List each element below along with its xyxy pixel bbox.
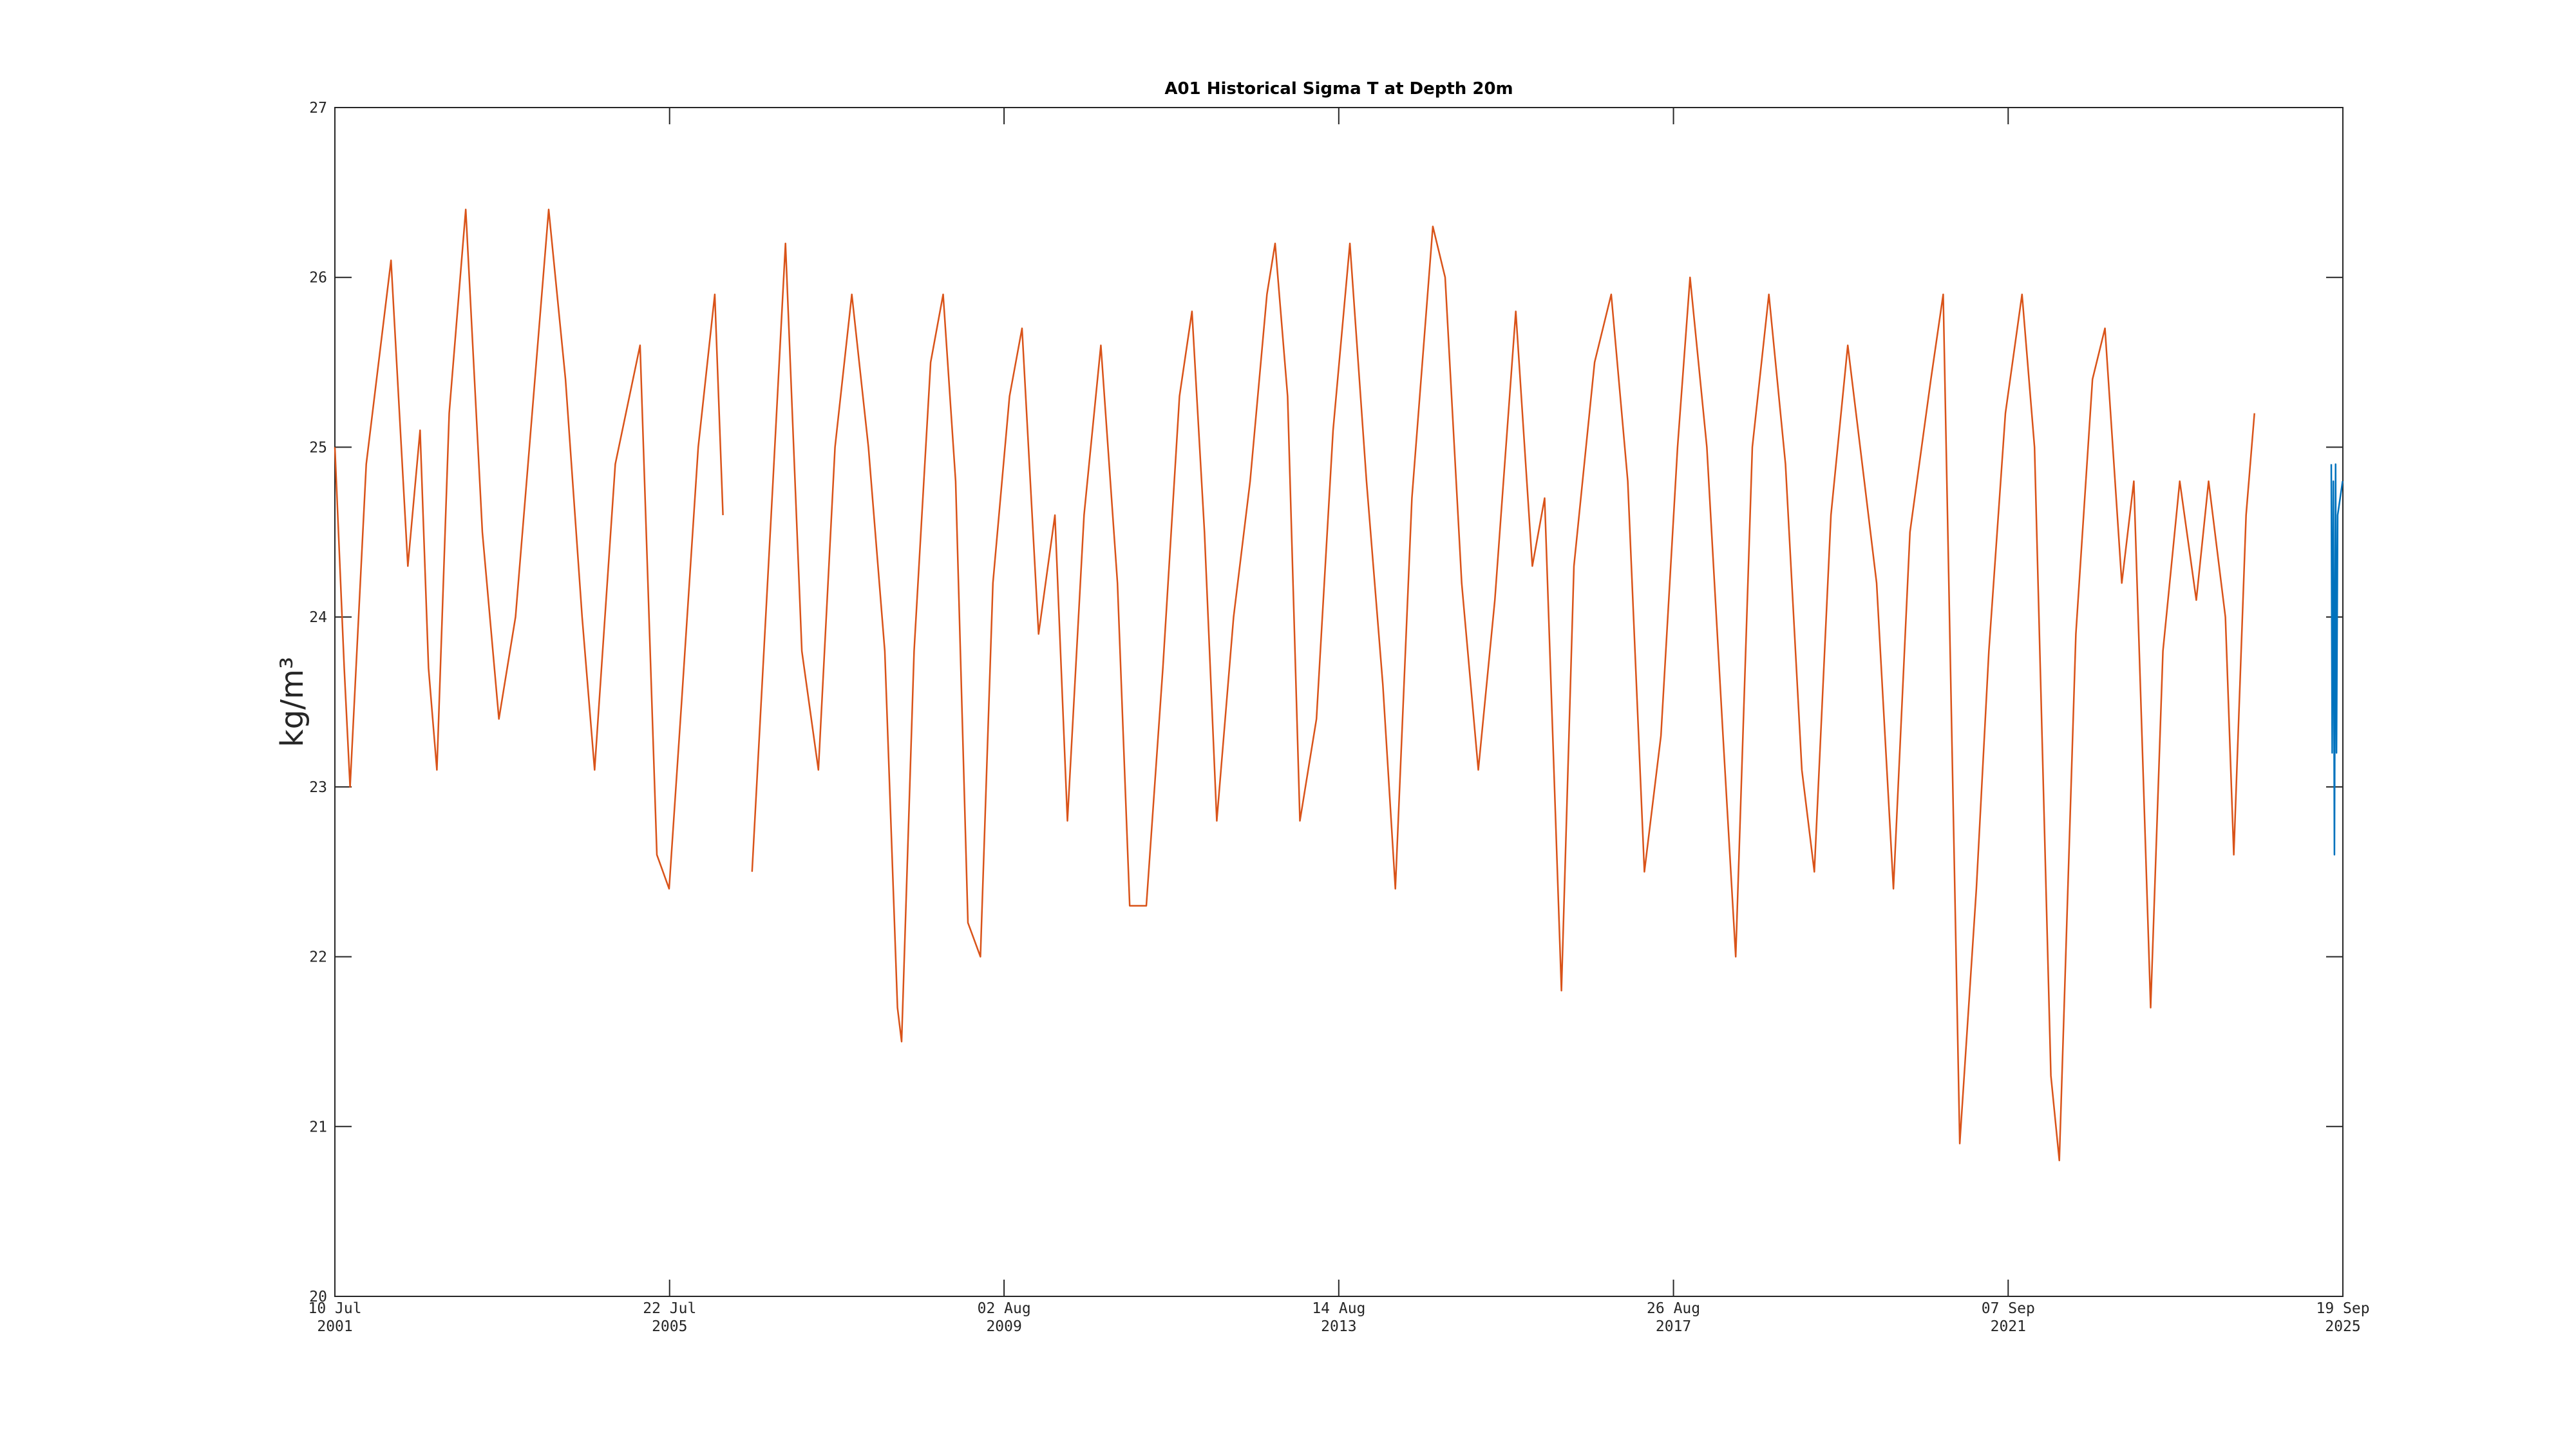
x-tick-label: 22 Jul 2005 (643, 1300, 697, 1335)
y-tick-label: 24 (309, 609, 327, 626)
y-tick-label: 20 (309, 1289, 327, 1305)
data-line (751, 225, 2255, 1162)
x-tick-label: 14 Aug 2013 (1312, 1300, 1366, 1335)
y-tick-label: 26 (309, 270, 327, 287)
data-line (334, 208, 724, 890)
y-tick-label: 27 (309, 100, 327, 117)
y-axis-label: kg/m³ (274, 657, 310, 747)
x-tick-label: 26 Aug 2017 (1647, 1300, 1701, 1335)
x-tick-label: 10 Jul 2001 (308, 1300, 362, 1335)
data-line (2330, 463, 2344, 856)
y-tick-label: 22 (309, 949, 327, 966)
y-tick-label: 21 (309, 1119, 327, 1135)
x-tick-label: 02 Aug 2009 (977, 1300, 1031, 1335)
x-tick-label: 19 Sep 2025 (2316, 1300, 2370, 1335)
chart-title: A01 Historical Sigma T at Depth 20m (1164, 79, 1513, 99)
y-tick-label: 23 (309, 779, 327, 796)
x-tick-label: 07 Sep 2021 (1981, 1300, 2035, 1335)
axes-box (334, 107, 2344, 1297)
y-tick-label: 25 (309, 439, 327, 456)
